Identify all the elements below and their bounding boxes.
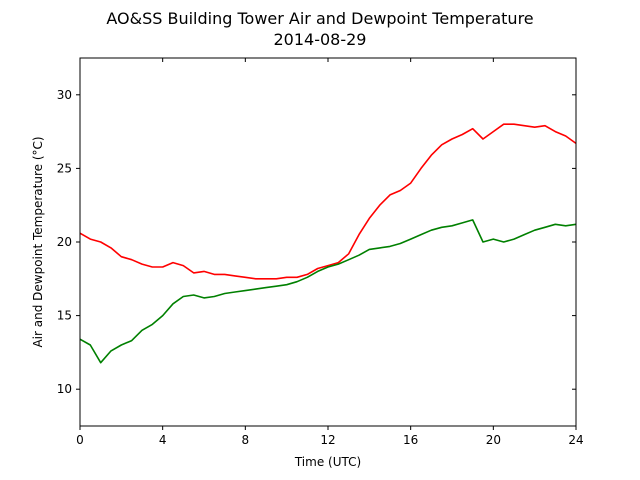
y-axis: 10 15 20 25 30 [57, 88, 576, 396]
chart-title: AO&SS Building Tower Air and Dewpoint Te… [106, 9, 533, 28]
chart-subtitle: 2014-08-29 [274, 30, 367, 49]
y-tick-label: 30 [57, 88, 72, 102]
series-line-2 [79, 219, 577, 364]
x-axis: 0 4 8 12 16 20 24 [76, 58, 584, 447]
x-tick-label: 0 [76, 433, 84, 447]
x-tick-label: 12 [320, 433, 335, 447]
plot-area [79, 123, 577, 364]
x-tick-label: 24 [568, 433, 583, 447]
y-tick-label: 25 [57, 161, 72, 175]
x-axis-label: Time (UTC) [294, 455, 361, 469]
x-tick-label: 20 [486, 433, 501, 447]
x-tick-label: 4 [159, 433, 167, 447]
x-tick-label: 8 [242, 433, 250, 447]
y-tick-label: 20 [57, 235, 72, 249]
y-tick-label: 10 [57, 382, 72, 396]
y-tick-label: 15 [57, 309, 72, 323]
series-line-1 [79, 123, 577, 280]
x-tick-label: 16 [403, 433, 418, 447]
y-axis-label: Air and Dewpoint Temperature (°C) [31, 136, 45, 347]
